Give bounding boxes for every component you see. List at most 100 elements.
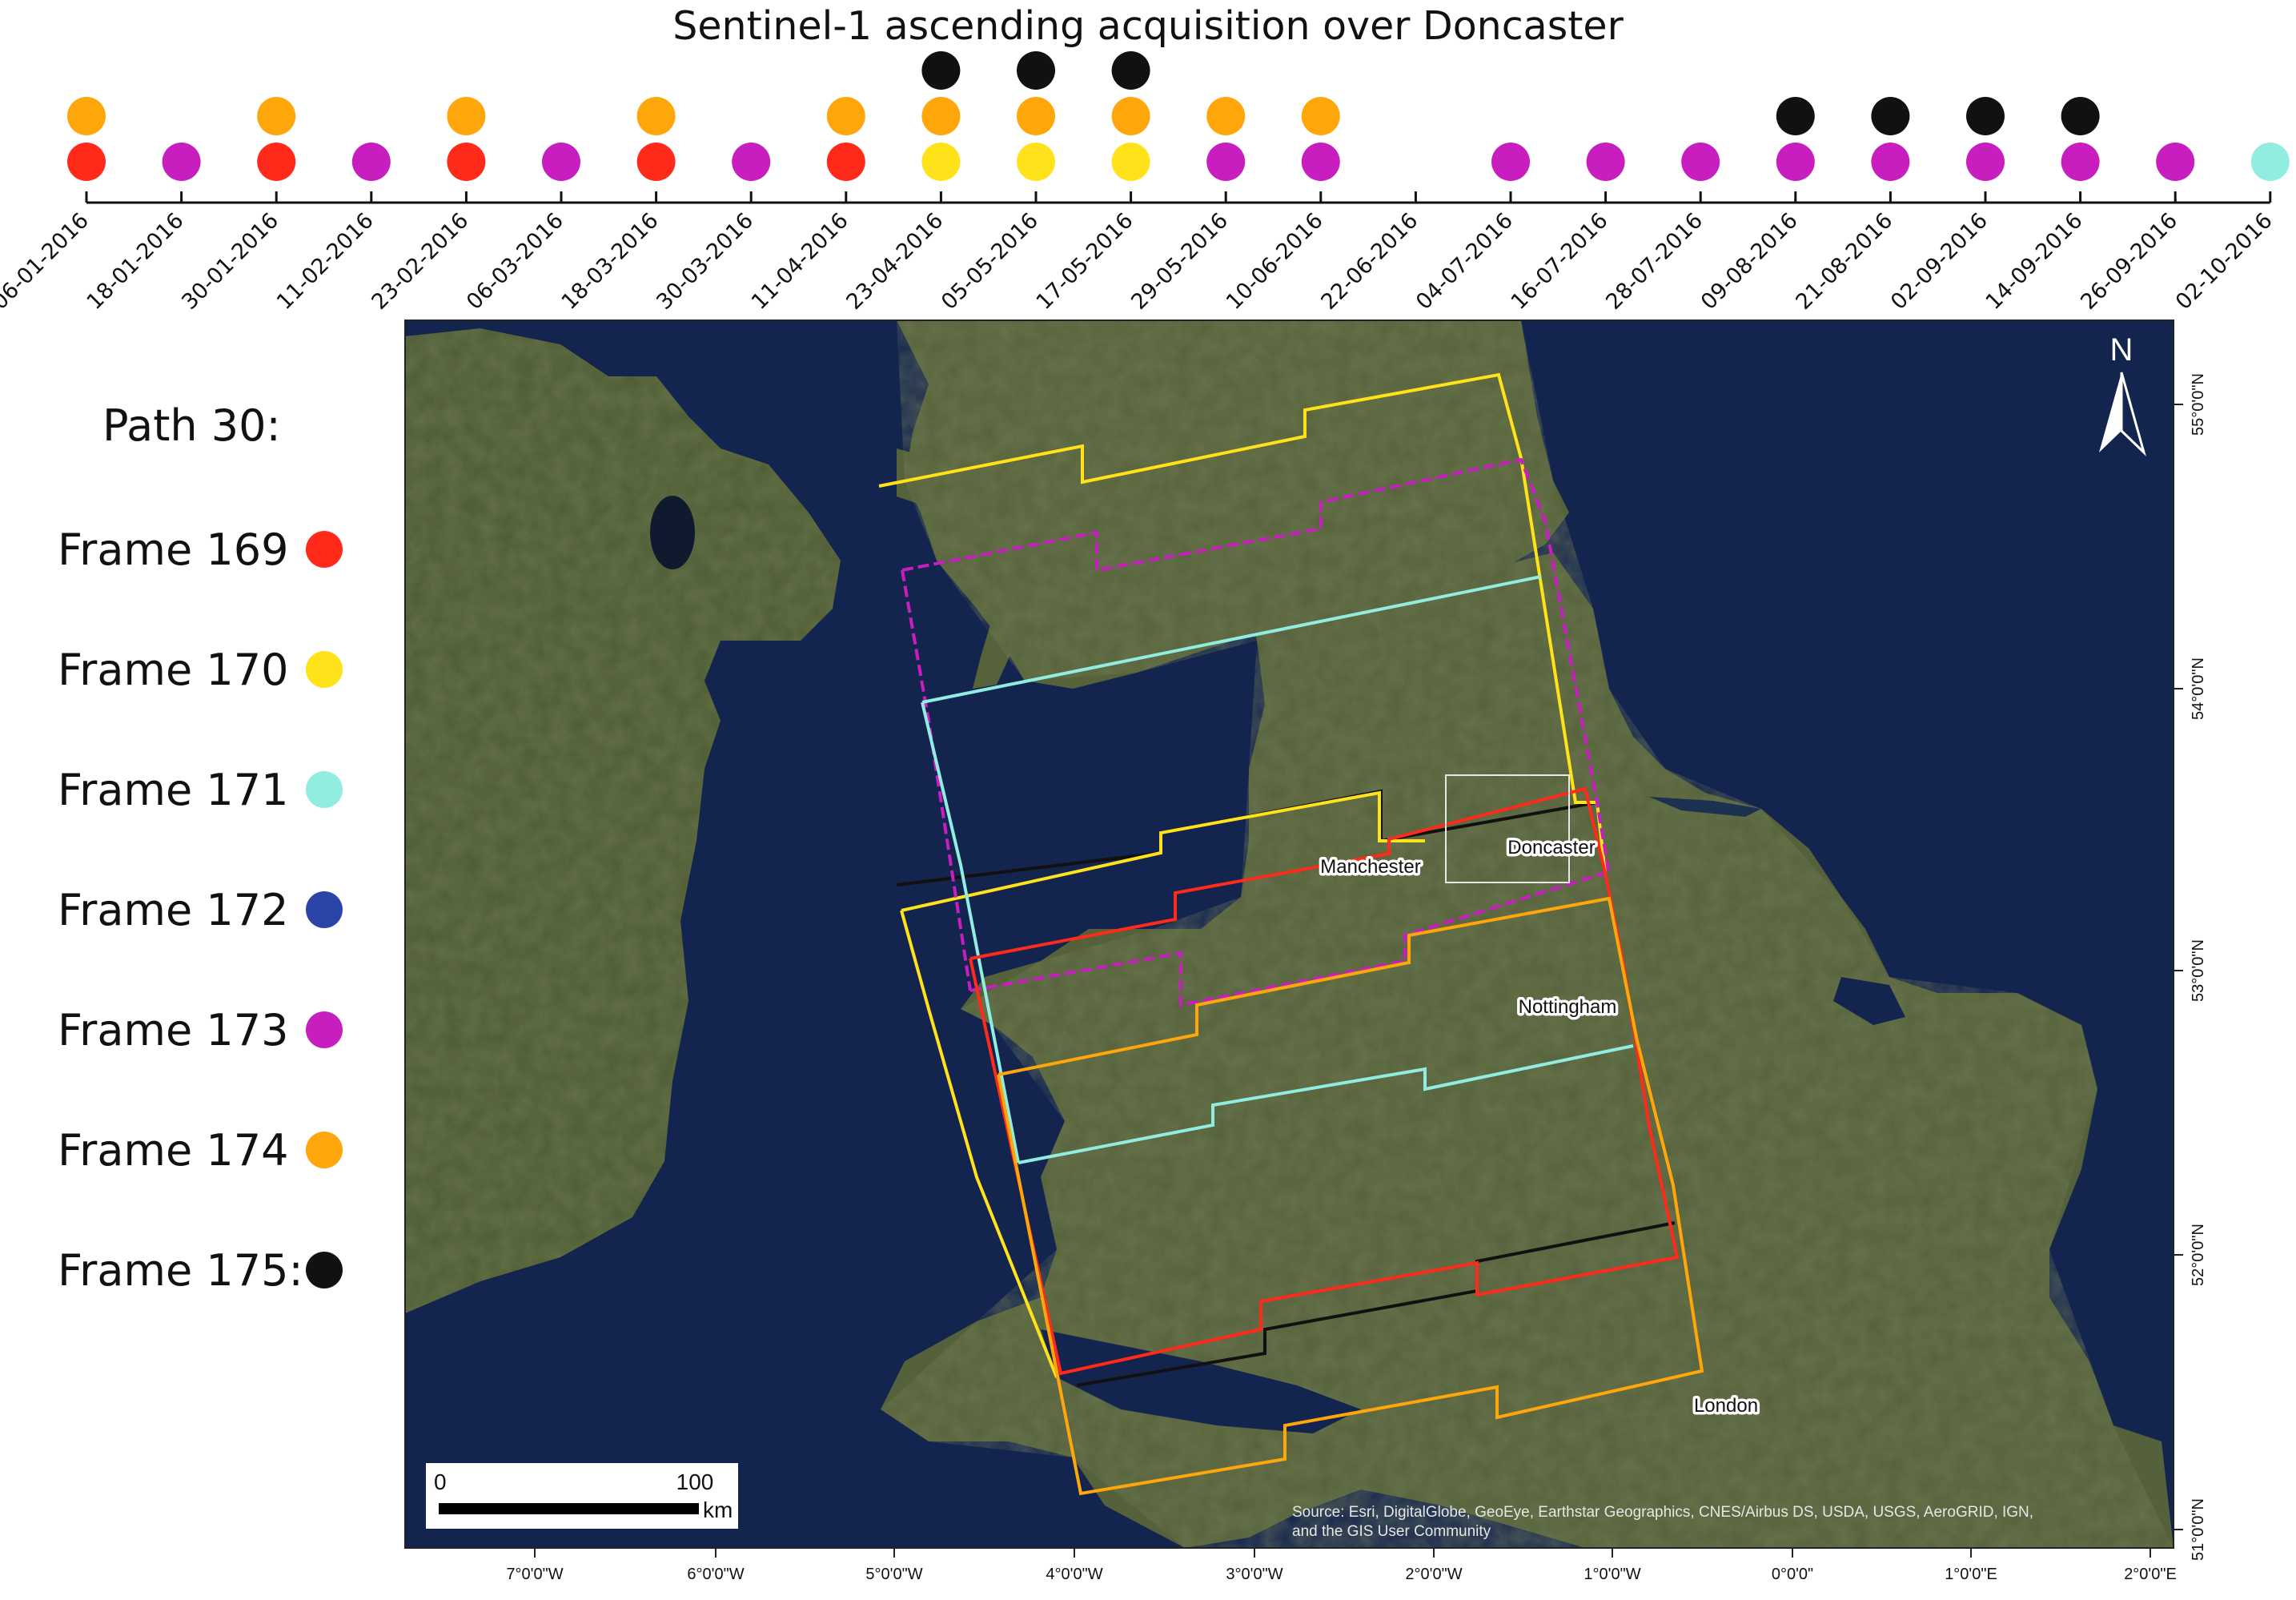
- acquisition-dot-frame-174: [1111, 97, 1150, 135]
- acquisition-dot-frame-175: [1017, 51, 1055, 90]
- great-britain-landmass-shade: [881, 320, 2174, 1548]
- acquisition-dot-frame-174: [67, 97, 106, 135]
- lon-label: 0°0'0": [1772, 1566, 1813, 1583]
- lon-label: 3°0'0"W: [1226, 1566, 1282, 1583]
- acquisition-dot-frame-173: [2156, 143, 2195, 181]
- bristol-channel: [1041, 1329, 1361, 1433]
- figure-title: Sentinel-1 ascending acquisition over Do…: [672, 3, 1624, 49]
- acquisition-dot-frame-173: [732, 143, 771, 181]
- acquisition-timeline: 06-01-201618-01-201630-01-201611-02-2016…: [0, 51, 2290, 315]
- lon-label: 5°0'0"W: [865, 1566, 922, 1583]
- attribution-line: Source: Esri, DigitalGlobe, GeoEye, Eart…: [1292, 1504, 2033, 1521]
- frame-170-side: [900, 910, 1058, 1378]
- frame-173-side: [901, 569, 972, 991]
- frame-173-footprint-south: [969, 871, 1606, 1007]
- acquisition-dot-frame-173: [2061, 143, 2100, 181]
- legend-swatch: [306, 1011, 343, 1048]
- north-arrow: N: [2099, 332, 2146, 456]
- acquisition-dot-frame-169: [826, 143, 865, 181]
- acquisition-dot-frame-173: [162, 143, 201, 181]
- lough-neagh: [650, 496, 695, 569]
- scale-start-label: 0: [434, 1469, 447, 1494]
- frame-169-footprint: [969, 786, 1680, 1376]
- acquisition-dot-frame-171: [2250, 143, 2290, 181]
- acquisition-dot-frame-175: [1871, 97, 1910, 135]
- acquisition-dot-frame-170: [1111, 143, 1150, 181]
- attribution-line: and the GIS User Community: [1292, 1523, 1491, 1540]
- ireland-landmass-shade: [405, 328, 841, 1313]
- legend-swatch: [306, 531, 343, 568]
- acquisition-dot-frame-174: [1017, 97, 1055, 135]
- acquisition-dot-frame-173: [1966, 143, 2005, 181]
- acquisition-dot-frame-174: [1301, 97, 1340, 135]
- lon-label: 7°0'0"W: [506, 1566, 563, 1583]
- acquisition-dot-frame-175: [921, 51, 961, 90]
- legend-item-frame-173: Frame 173: [58, 998, 343, 1062]
- graticule-labels: 7°0'0"W 6°0'0"W 5°0'0"W 4°0'0"W 3°0'0"W 2°0'0…: [506, 373, 2207, 1583]
- legend-item-frame-170: Frame 170: [58, 637, 343, 702]
- frame-footprints: [878, 372, 1704, 1496]
- north-arrow-right: [2120, 372, 2146, 456]
- acquisition-dot-frame-174: [1206, 97, 1246, 135]
- acquisition-dot-frame-174: [921, 97, 961, 135]
- legend-swatch: [306, 651, 343, 688]
- legend-swatch: [306, 1132, 343, 1168]
- acquisition-dot-frame-173: [1206, 143, 1246, 181]
- wash-estuary: [1833, 977, 1905, 1025]
- city-label: Doncaster: [1507, 837, 1595, 858]
- frame-171-north-edge: [921, 575, 1542, 704]
- lat-label: 54°0'0"N: [2190, 657, 2207, 720]
- lon-label: 2°0'0"E: [2124, 1566, 2177, 1583]
- legend-swatch: [306, 771, 343, 808]
- acquisition-dot-frame-174: [257, 97, 296, 135]
- city-label: Nottingham: [1519, 996, 1617, 1018]
- acquisition-dot-frame-170: [1017, 143, 1055, 181]
- lat-label: 55°0'0"N: [2190, 373, 2207, 436]
- frame-170-footprint: [878, 372, 1607, 874]
- frame-173-footprint-north: [901, 457, 1611, 875]
- legend-label: Frame 170: [58, 644, 289, 695]
- acquisition-dot-frame-169: [447, 143, 486, 181]
- lat-label: 52°0'0"N: [2190, 1224, 2207, 1286]
- acquisition-dot-frame-173: [1491, 143, 1530, 181]
- frame-171-south-edge: [1018, 1044, 1634, 1164]
- legend-swatch: [306, 1252, 343, 1288]
- legend-label: Frame 174: [58, 1124, 289, 1176]
- map-frame: [404, 320, 2174, 1549]
- acquisition-dot-frame-174: [447, 97, 486, 135]
- acquisition-dot-frame-170: [921, 143, 961, 181]
- legend-label: Frame 172: [58, 884, 289, 935]
- frame-170-footprint-south: [901, 790, 1425, 912]
- scale-end-label: 100: [676, 1469, 714, 1494]
- legend-item-frame-169: Frame 169: [58, 517, 343, 581]
- acquisition-dot-frame-175: [1111, 51, 1150, 90]
- scale-bar: 0 100 km: [426, 1463, 738, 1529]
- lon-label: 1°0'0"E: [1945, 1566, 1997, 1583]
- acquisition-dot-frame-173: [1681, 143, 1720, 181]
- acquisition-dot-frame-173: [1776, 143, 1815, 181]
- legend-item-frame-175: Frame 175:: [58, 1238, 343, 1302]
- doncaster-aoi-box: [1445, 774, 1570, 883]
- legend-label: Frame 171: [58, 764, 289, 815]
- acquisition-dot-frame-169: [67, 143, 106, 181]
- frame-175-footprint-south: [1076, 1221, 1676, 1387]
- acquisition-dot-frame-174: [826, 97, 865, 135]
- lon-label: 6°0'0"W: [687, 1566, 744, 1583]
- acquisition-dot-frame-173: [351, 143, 391, 181]
- frame-174-footprint: [997, 896, 1704, 1496]
- acquisition-dot-frame-173: [542, 143, 580, 181]
- humber-estuary: [1649, 797, 1761, 817]
- lon-label: 2°0'0"W: [1405, 1566, 1462, 1583]
- city-label: Manchester: [1320, 856, 1420, 878]
- acquisition-dot-frame-173: [1871, 143, 1910, 181]
- legend-item-frame-172: Frame 172: [58, 878, 343, 942]
- lon-label: 4°0'0"W: [1046, 1566, 1102, 1583]
- acquisition-dot-frame-173: [1586, 143, 1625, 181]
- north-arrow-left: [2099, 372, 2121, 452]
- city-label: London: [1694, 1395, 1758, 1417]
- acquisition-dot-frame-169: [257, 143, 296, 181]
- scale-bar-panel: [426, 1463, 738, 1529]
- north-label: N: [2110, 332, 2133, 368]
